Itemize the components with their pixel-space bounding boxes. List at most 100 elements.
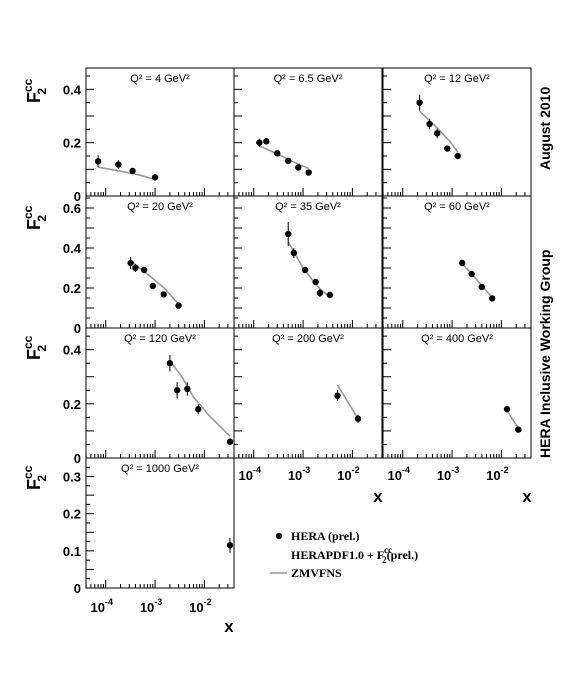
- x-tick-label: 10-3: [140, 597, 162, 615]
- data-point: [312, 278, 319, 286]
- panel-q2-20: 0 0.2 0.4 0.6 Q² = 20 GeV²: [63, 195, 235, 336]
- x-tick-label: 10-2: [337, 465, 359, 483]
- data-point: [184, 385, 191, 393]
- data-point: [515, 426, 522, 433]
- x-tick-label: 10-4: [90, 597, 112, 615]
- data-point: [166, 360, 174, 367]
- zmvfns-curve: [419, 110, 459, 153]
- data-point: [263, 138, 270, 145]
- data-point: [334, 392, 341, 399]
- y-tick-label: 0.4: [63, 343, 82, 358]
- y-tick-label: 0: [74, 189, 81, 204]
- y-tick-label: 0.4: [63, 82, 82, 97]
- panel-q2-200: Q² = 200 GeV²: [233, 327, 383, 459]
- y-tick-label: 0: [74, 321, 81, 336]
- x-axis-label: x: [522, 487, 532, 506]
- data-point: [149, 282, 157, 290]
- panel-q2-120: 0 0.2 0.4 Q² = 120 GeV²: [63, 327, 235, 466]
- data-point: [478, 283, 485, 291]
- zmvfns-curve: [259, 145, 310, 170]
- panel-frame: [233, 67, 383, 197]
- data-point: [434, 130, 441, 137]
- panel-frame: [85, 327, 235, 459]
- y-tick-label: 0.2: [63, 136, 81, 151]
- data-point: [468, 270, 475, 278]
- panel-title: Q² = 1000 GeV²: [121, 463, 199, 475]
- panel-q2-400: Q² = 400 GeV²: [382, 327, 532, 459]
- panel-frame: [85, 67, 235, 197]
- panel-q2-12: Q² = 12 GeV²: [382, 67, 532, 197]
- data-point: [305, 169, 312, 176]
- data-point: [444, 145, 451, 152]
- data-point: [316, 289, 324, 297]
- panel-title: Q² = 60 GeV²: [424, 201, 490, 213]
- y-axis-label: Fcc2: [21, 335, 49, 360]
- x-axis-label: x: [373, 487, 383, 506]
- y-axis-label: Fcc2: [21, 465, 49, 490]
- side-text-august: August 2010: [537, 87, 553, 170]
- data-point: [354, 415, 362, 422]
- legend-fit-main: HERAPDF1.0 + F: [291, 548, 384, 562]
- x-axis-label: x: [224, 617, 234, 636]
- y-tick-label: 0.2: [63, 281, 81, 296]
- panel-q2-60: Q² = 60 GeV²: [382, 195, 532, 329]
- x-tick-label: 10-2: [486, 465, 508, 483]
- data-point: [290, 249, 298, 257]
- side-text-working-group: HERA Inclusive Working Group: [537, 250, 553, 458]
- data-point: [426, 120, 433, 128]
- panel-frame: [233, 327, 383, 459]
- x-tick-label: 10-2: [189, 597, 211, 615]
- data-point: [226, 542, 234, 549]
- panel-q2-4: 0 0.2 0.4 Q² = 4 GeV²: [63, 67, 235, 204]
- y-tick-label: 0.6: [63, 201, 81, 216]
- y-tick-label: 0.2: [63, 397, 81, 412]
- data-point: [175, 302, 182, 309]
- data-point: [140, 266, 148, 274]
- y-axis-label: Fcc2: [21, 78, 49, 103]
- x-tick-label: 10-4: [238, 465, 260, 483]
- data-point: [274, 150, 281, 157]
- panel-title: Q² = 35 GeV²: [275, 201, 341, 213]
- zmvfns-curve: [97, 166, 156, 181]
- legend: HERA (prel.) HERAPDF1.0 + Fcc 2(prel.) ZM…: [270, 529, 418, 580]
- data-point: [195, 406, 202, 413]
- y-axis-labels: Fcc2 Fcc2 Fcc2 Fcc2: [21, 78, 49, 490]
- panel-frame: [85, 457, 235, 589]
- data-point: [226, 438, 234, 445]
- x-tick-label: 10-3: [288, 465, 310, 483]
- panel-frame: [233, 195, 383, 329]
- data-point: [295, 164, 302, 171]
- legend-fit-sub: 2: [382, 555, 387, 565]
- panel-title: Q² = 200 GeV²: [272, 333, 344, 345]
- data-point: [285, 230, 292, 238]
- panel-title: Q² = 12 GeV²: [424, 73, 490, 85]
- panel-frame: [382, 327, 532, 459]
- y-tick-label: 0.1: [63, 544, 81, 559]
- panel-title: Q² = 4 GeV²: [130, 73, 190, 85]
- y-tick-label: 0.3: [63, 470, 81, 485]
- data-point: [115, 161, 122, 168]
- legend-fit-tail: (prel.): [387, 548, 418, 562]
- y-tick-label: 0.2: [63, 507, 81, 522]
- data-point: [326, 291, 334, 299]
- zmvfns-curve: [169, 360, 231, 437]
- panel-frame: [382, 67, 532, 197]
- data-point: [256, 139, 263, 146]
- data-point: [416, 99, 423, 106]
- panel-q2-35: Q² = 35 GeV²: [233, 195, 383, 329]
- panel-q2-1000: 0 0.1 0.2 0.3 Q² = 1000 GeV²: [63, 457, 235, 596]
- x-tick-label: 10-3: [437, 465, 459, 483]
- data-point: [173, 387, 181, 394]
- data-point: [132, 264, 139, 272]
- zmvfns-curve: [336, 384, 359, 420]
- panel-title: Q² = 120 GeV²: [124, 333, 196, 345]
- legend-curve-label: ZMVFNS: [291, 566, 342, 580]
- x-tick-label: 10-4: [387, 465, 409, 483]
- zmvfns-curve: [461, 263, 493, 299]
- data-point: [301, 266, 309, 274]
- data-point: [488, 295, 496, 302]
- y-tick-label: 0: [74, 451, 81, 466]
- data-point: [160, 291, 167, 298]
- panel-title: Q² = 400 GeV²: [421, 333, 493, 345]
